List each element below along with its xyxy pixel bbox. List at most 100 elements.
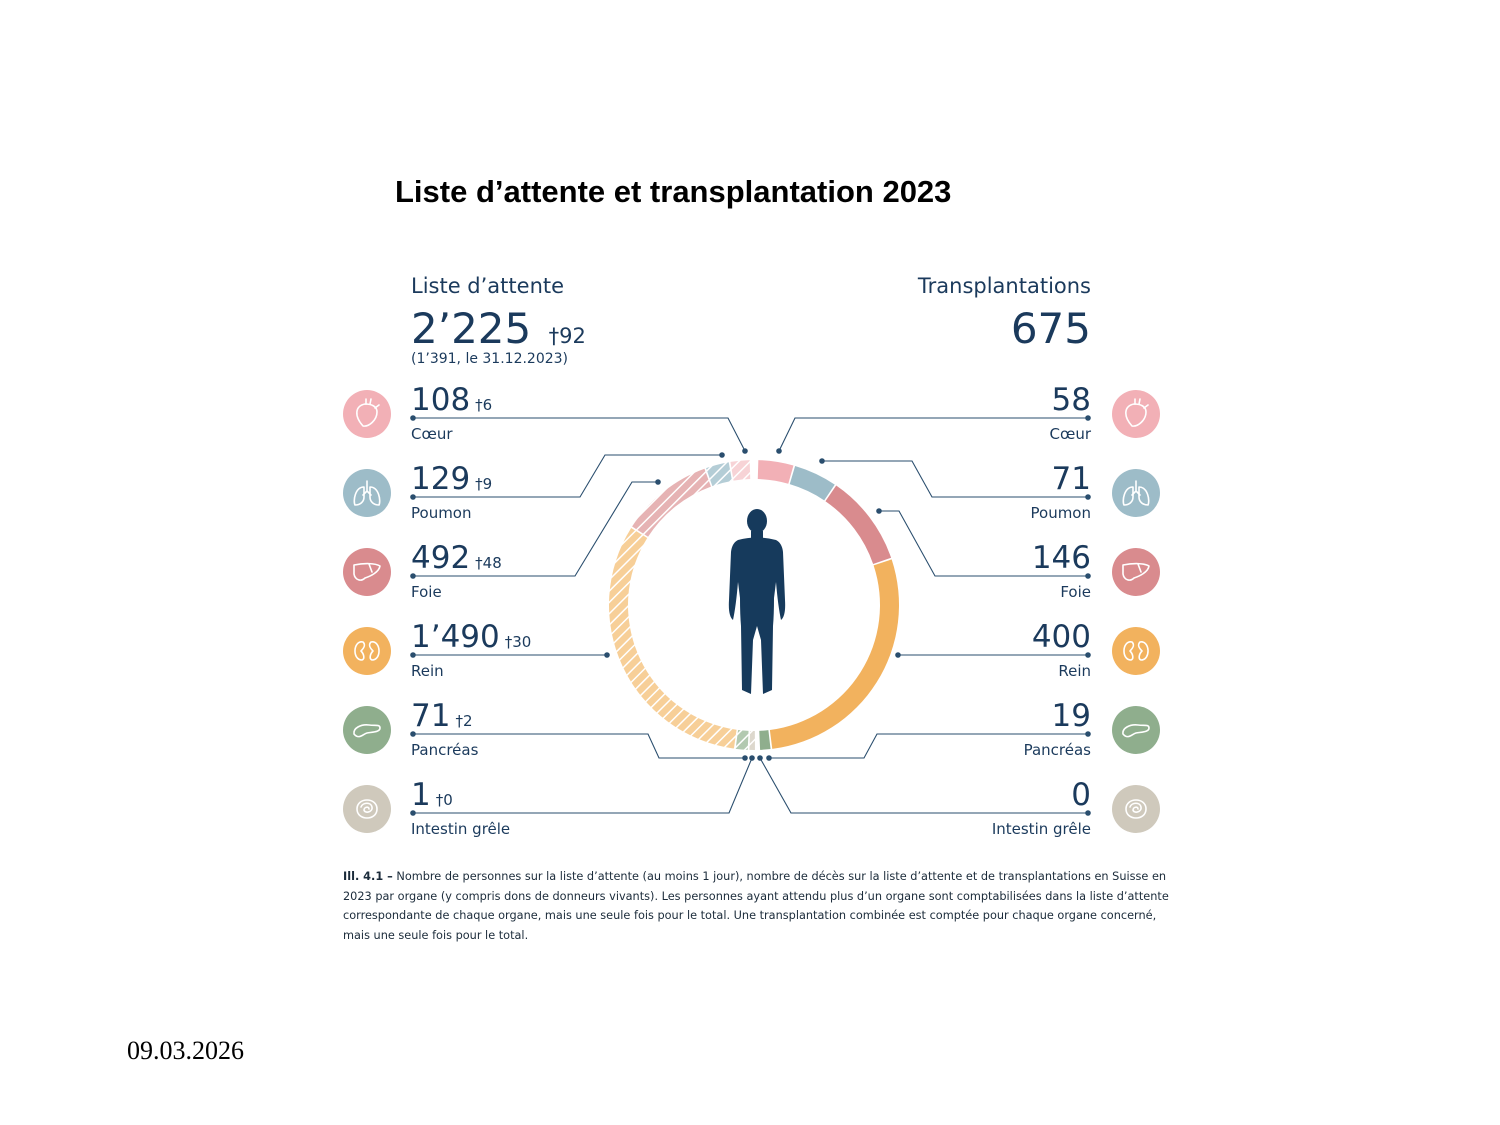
dot-waitlist-end-coeur <box>742 448 748 454</box>
waitlist-organ-label-rein: Rein <box>411 662 444 680</box>
figure-caption: Ill. 4.1 – Nombre de personnes sur la li… <box>343 867 1173 945</box>
dot-waitlist-start-poumon <box>410 494 416 500</box>
leader-line-transplant-foie <box>879 510 1088 577</box>
waitlist-organ-label-poumon: Poumon <box>411 504 472 522</box>
intestine-icon <box>343 785 391 833</box>
intestine-icon <box>1112 785 1160 833</box>
slide-date: 09.03.2026 <box>127 1036 244 1065</box>
leader-line-transplant-poumon <box>822 460 1088 498</box>
waiting-list-note: (1’391, le 31.12.2023) <box>411 351 568 367</box>
leader-line-waitlist-coeur <box>413 417 746 452</box>
dot-transplant-end-poumon <box>819 458 825 464</box>
lungs-icon <box>1112 469 1160 517</box>
waitlist-segment-rein <box>609 527 737 749</box>
dot-waitlist-end-intestin <box>749 755 755 761</box>
donut-ring <box>609 460 899 750</box>
transplant-organ-label-foie: Foie <box>1060 583 1091 601</box>
dot-waitlist-end-poumon <box>719 452 725 458</box>
transplant-total: 675 <box>1011 304 1091 353</box>
waitlist-deaths-poumon: †9 <box>475 475 492 493</box>
transplant-organ-label-pancreas: Pancréas <box>1024 741 1092 759</box>
waitlist-segment-pancreas <box>735 729 749 750</box>
organ-row-coeur: 108 †6 Cœur 58 Cœur <box>343 382 1160 454</box>
waitlist-deaths-pancreas: †2 <box>455 712 472 730</box>
waitlist-segment-foie <box>632 468 711 537</box>
transplant-value-rein: 400 <box>1032 619 1091 655</box>
transplant-value-intestin: 0 <box>1071 777 1091 813</box>
waitlist-organ-label-intestin: Intestin grêle <box>411 820 510 838</box>
transplant-value-foie: 146 <box>1032 540 1091 576</box>
waitlist-segment-poumon <box>706 462 733 487</box>
transplant-label: Transplantations <box>917 274 1091 298</box>
transplant-segment-coeur <box>757 460 794 484</box>
liver-icon <box>343 548 391 596</box>
waitlist-segment-intestin <box>749 730 755 750</box>
transplant-organ-label-intestin: Intestin grêle <box>992 820 1091 838</box>
kidney-icon <box>1112 627 1160 675</box>
dot-waitlist-start-intestin <box>410 810 416 816</box>
transplant-value-coeur: 58 <box>1052 382 1091 418</box>
leader-line-waitlist-foie <box>413 481 658 577</box>
dot-transplant-end-foie <box>876 508 882 514</box>
pancreas-icon <box>343 706 391 754</box>
transplant-segment-poumon <box>789 465 835 501</box>
kidney-icon <box>343 627 391 675</box>
dot-transplant-start-foie <box>1085 573 1091 579</box>
waiting-list-deaths: †92 <box>549 324 586 348</box>
dot-transplant-start-rein <box>1085 652 1091 658</box>
dot-transplant-start-coeur <box>1085 415 1091 421</box>
waitlist-deaths-intestin: †0 <box>436 791 453 809</box>
heart-icon <box>1112 390 1160 438</box>
dot-transplant-start-intestin <box>1085 810 1091 816</box>
waitlist-organ-label-pancreas: Pancréas <box>411 741 479 759</box>
waitlist-deaths-foie: †48 <box>475 554 502 572</box>
slide-title: Liste d’attente et transplantation 2023 <box>395 174 952 209</box>
waitlist-value-foie: 492 †48 <box>411 540 502 576</box>
dot-transplant-end-intestin <box>757 755 763 761</box>
caption-text: Nombre de personnes sur la liste d’atten… <box>343 870 1169 942</box>
dot-waitlist-start-foie <box>410 573 416 579</box>
organ-row-foie: 492 †48 Foie 146 Foie <box>343 479 1160 601</box>
dot-transplant-start-pancreas <box>1085 731 1091 737</box>
leader-line-transplant-coeur <box>778 417 1088 452</box>
waitlist-value-rein: 1’490 †30 <box>411 619 531 655</box>
transplant-segment-pancreas <box>759 730 771 750</box>
transplant-value-poumon: 71 <box>1052 461 1091 497</box>
organ-row-poumon: 129 †9 Poumon 71 Poumon <box>343 452 1160 522</box>
leader-line-transplant-pancreas <box>769 733 1088 759</box>
dot-waitlist-end-foie <box>655 479 661 485</box>
organ-row-intestin: 1 †0 Intestin grêle 0 Intestin grêle <box>343 755 1160 838</box>
transplant-organ-label-poumon: Poumon <box>1031 504 1092 522</box>
transplant-organ-label-rein: Rein <box>1058 662 1091 680</box>
waitlist-segment-coeur <box>730 460 751 481</box>
leader-line-waitlist-pancreas <box>413 733 745 759</box>
organ-row-rein: 1’490 †30 Rein 400 Rein <box>343 619 1160 680</box>
transplant-value-pancreas: 19 <box>1052 698 1091 734</box>
waitlist-organ-label-coeur: Cœur <box>411 425 453 443</box>
liver-icon <box>1112 548 1160 596</box>
pancreas-icon <box>1112 706 1160 754</box>
leader-line-waitlist-intestin <box>413 757 753 814</box>
dot-transplant-end-pancreas <box>766 755 772 761</box>
dot-transplant-start-poumon <box>1085 494 1091 500</box>
lungs-icon <box>343 469 391 517</box>
waitlist-value-intestin: 1 †0 <box>411 777 453 813</box>
waitlist-organ-label-foie: Foie <box>411 583 442 601</box>
caption-ref: Ill. 4.1 – <box>343 870 393 883</box>
waitlist-value-poumon: 129 †9 <box>411 461 492 497</box>
dot-waitlist-end-rein <box>604 652 610 658</box>
dot-transplant-end-rein <box>895 652 901 658</box>
leader-line-waitlist-poumon <box>413 454 722 498</box>
heart-icon <box>343 390 391 438</box>
waiting-list-total: 2’225 †92 <box>411 304 586 353</box>
waiting-list-label: Liste d’attente <box>411 274 564 298</box>
leader-line-transplant-intestin <box>759 757 1088 814</box>
dot-waitlist-start-coeur <box>410 415 416 421</box>
waitlist-value-pancreas: 71 †2 <box>411 698 473 734</box>
transplant-segment-foie <box>825 485 892 564</box>
dot-transplant-end-coeur <box>776 448 782 454</box>
dot-waitlist-start-pancreas <box>410 731 416 737</box>
organ-row-pancreas: 71 †2 Pancréas 19 Pancréas <box>343 698 1160 761</box>
